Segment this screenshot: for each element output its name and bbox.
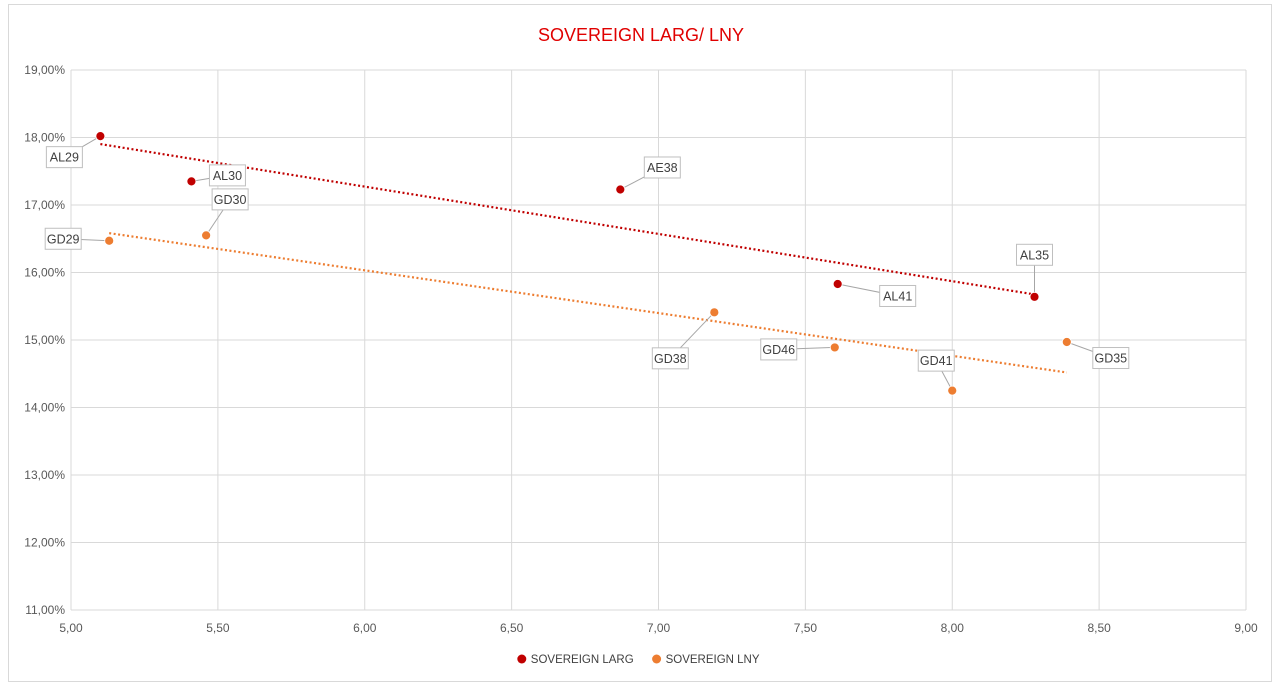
data-point (1061, 337, 1072, 347)
x-tick-label: 5,50 (206, 621, 230, 635)
y-tick-label: 14,00% (24, 401, 65, 415)
x-tick-label: 9,00 (1234, 621, 1258, 635)
data-point (947, 385, 958, 396)
x-tick-label: 7,50 (794, 621, 818, 635)
data-label-box (643, 156, 681, 179)
data-label-box (917, 349, 955, 372)
x-tick-label: 8,00 (941, 621, 965, 635)
data-label: AL30 (213, 169, 242, 183)
data-label: AL41 (883, 289, 912, 303)
x-tick-label: 6,00 (353, 621, 377, 635)
trendlines (100, 142, 1067, 374)
y-tick-label: 11,00% (25, 603, 65, 617)
data-point (832, 279, 843, 289)
data-label: GD46 (762, 343, 795, 357)
legend-label: SOVEREIGN LNY (666, 654, 760, 666)
y-tick-label: 13,00% (24, 468, 65, 482)
trendline-series-2 (109, 232, 1067, 374)
data-points (95, 131, 1072, 396)
x-tick-label: 7,00 (647, 621, 671, 635)
data-label-box (211, 188, 249, 211)
data-label: GD35 (1094, 352, 1127, 366)
chart-frame: SOVEREIGN LARG/ LNY 5,00 5,50 6,00 6,50 7,00… (8, 4, 1272, 682)
y-tick-label: 16,00% (24, 266, 65, 280)
data-point (709, 307, 720, 318)
data-label-box (879, 284, 917, 307)
data-point (1029, 291, 1040, 302)
data-label: GD41 (920, 354, 953, 368)
data-label: GD30 (214, 193, 247, 207)
data-label-box (760, 338, 798, 361)
data-point (95, 131, 106, 142)
y-tick-label: 19,00% (24, 63, 65, 77)
data-point (829, 342, 840, 353)
data-label: AL29 (50, 151, 79, 165)
data-label-box (44, 227, 82, 250)
data-label-box (208, 164, 246, 187)
data-labels: AL29 AL30 AE38 AL41 AL35 GD29 GD30 GD38 GD46 GD41… (44, 146, 1130, 372)
data-label-box (1016, 243, 1053, 266)
y-tick-label: 12,00% (24, 536, 65, 550)
y-tick-label: 17,00% (24, 198, 65, 212)
x-tick-label: 5,00 (59, 621, 83, 635)
grid (70, 69, 1247, 611)
x-tick-label: 8,50 (1087, 621, 1111, 635)
data-point (615, 184, 626, 195)
y-tick-label: 15,00% (24, 333, 65, 347)
legend-marker (652, 654, 662, 664)
data-label: GD29 (47, 232, 80, 246)
data-label-box (651, 347, 689, 370)
legend-label: SOVEREIGN LARG (531, 654, 634, 666)
y-tick-label: 18,00% (24, 131, 65, 145)
data-label-box (1092, 347, 1130, 370)
data-label-box (45, 146, 83, 169)
scatter-chart: SOVEREIGN LARG/ LNY 5,00 5,50 6,00 6,50 7,00… (24, 25, 1258, 666)
data-point (104, 235, 115, 246)
data-point (186, 176, 197, 187)
data-point (201, 230, 212, 241)
x-axis-ticks: 5,00 5,50 6,00 6,50 7,00 7,50 8,00 8,50 9,00 (59, 621, 1258, 635)
chart-title: SOVEREIGN LARG/ LNY (538, 25, 744, 45)
x-tick-label: 6,50 (500, 621, 524, 635)
data-label: GD38 (654, 352, 687, 366)
y-axis-ticks: 11,00% 12,00% 13,00% 14,00% 15,00% 16,00% 17,0… (24, 63, 65, 617)
legend-marker (517, 654, 527, 664)
data-label: AE38 (647, 161, 678, 175)
legend: SOVEREIGN LARG SOVEREIGN LNY (517, 654, 760, 666)
data-label: AL35 (1020, 248, 1049, 262)
trendline-series-1 (100, 142, 1035, 296)
